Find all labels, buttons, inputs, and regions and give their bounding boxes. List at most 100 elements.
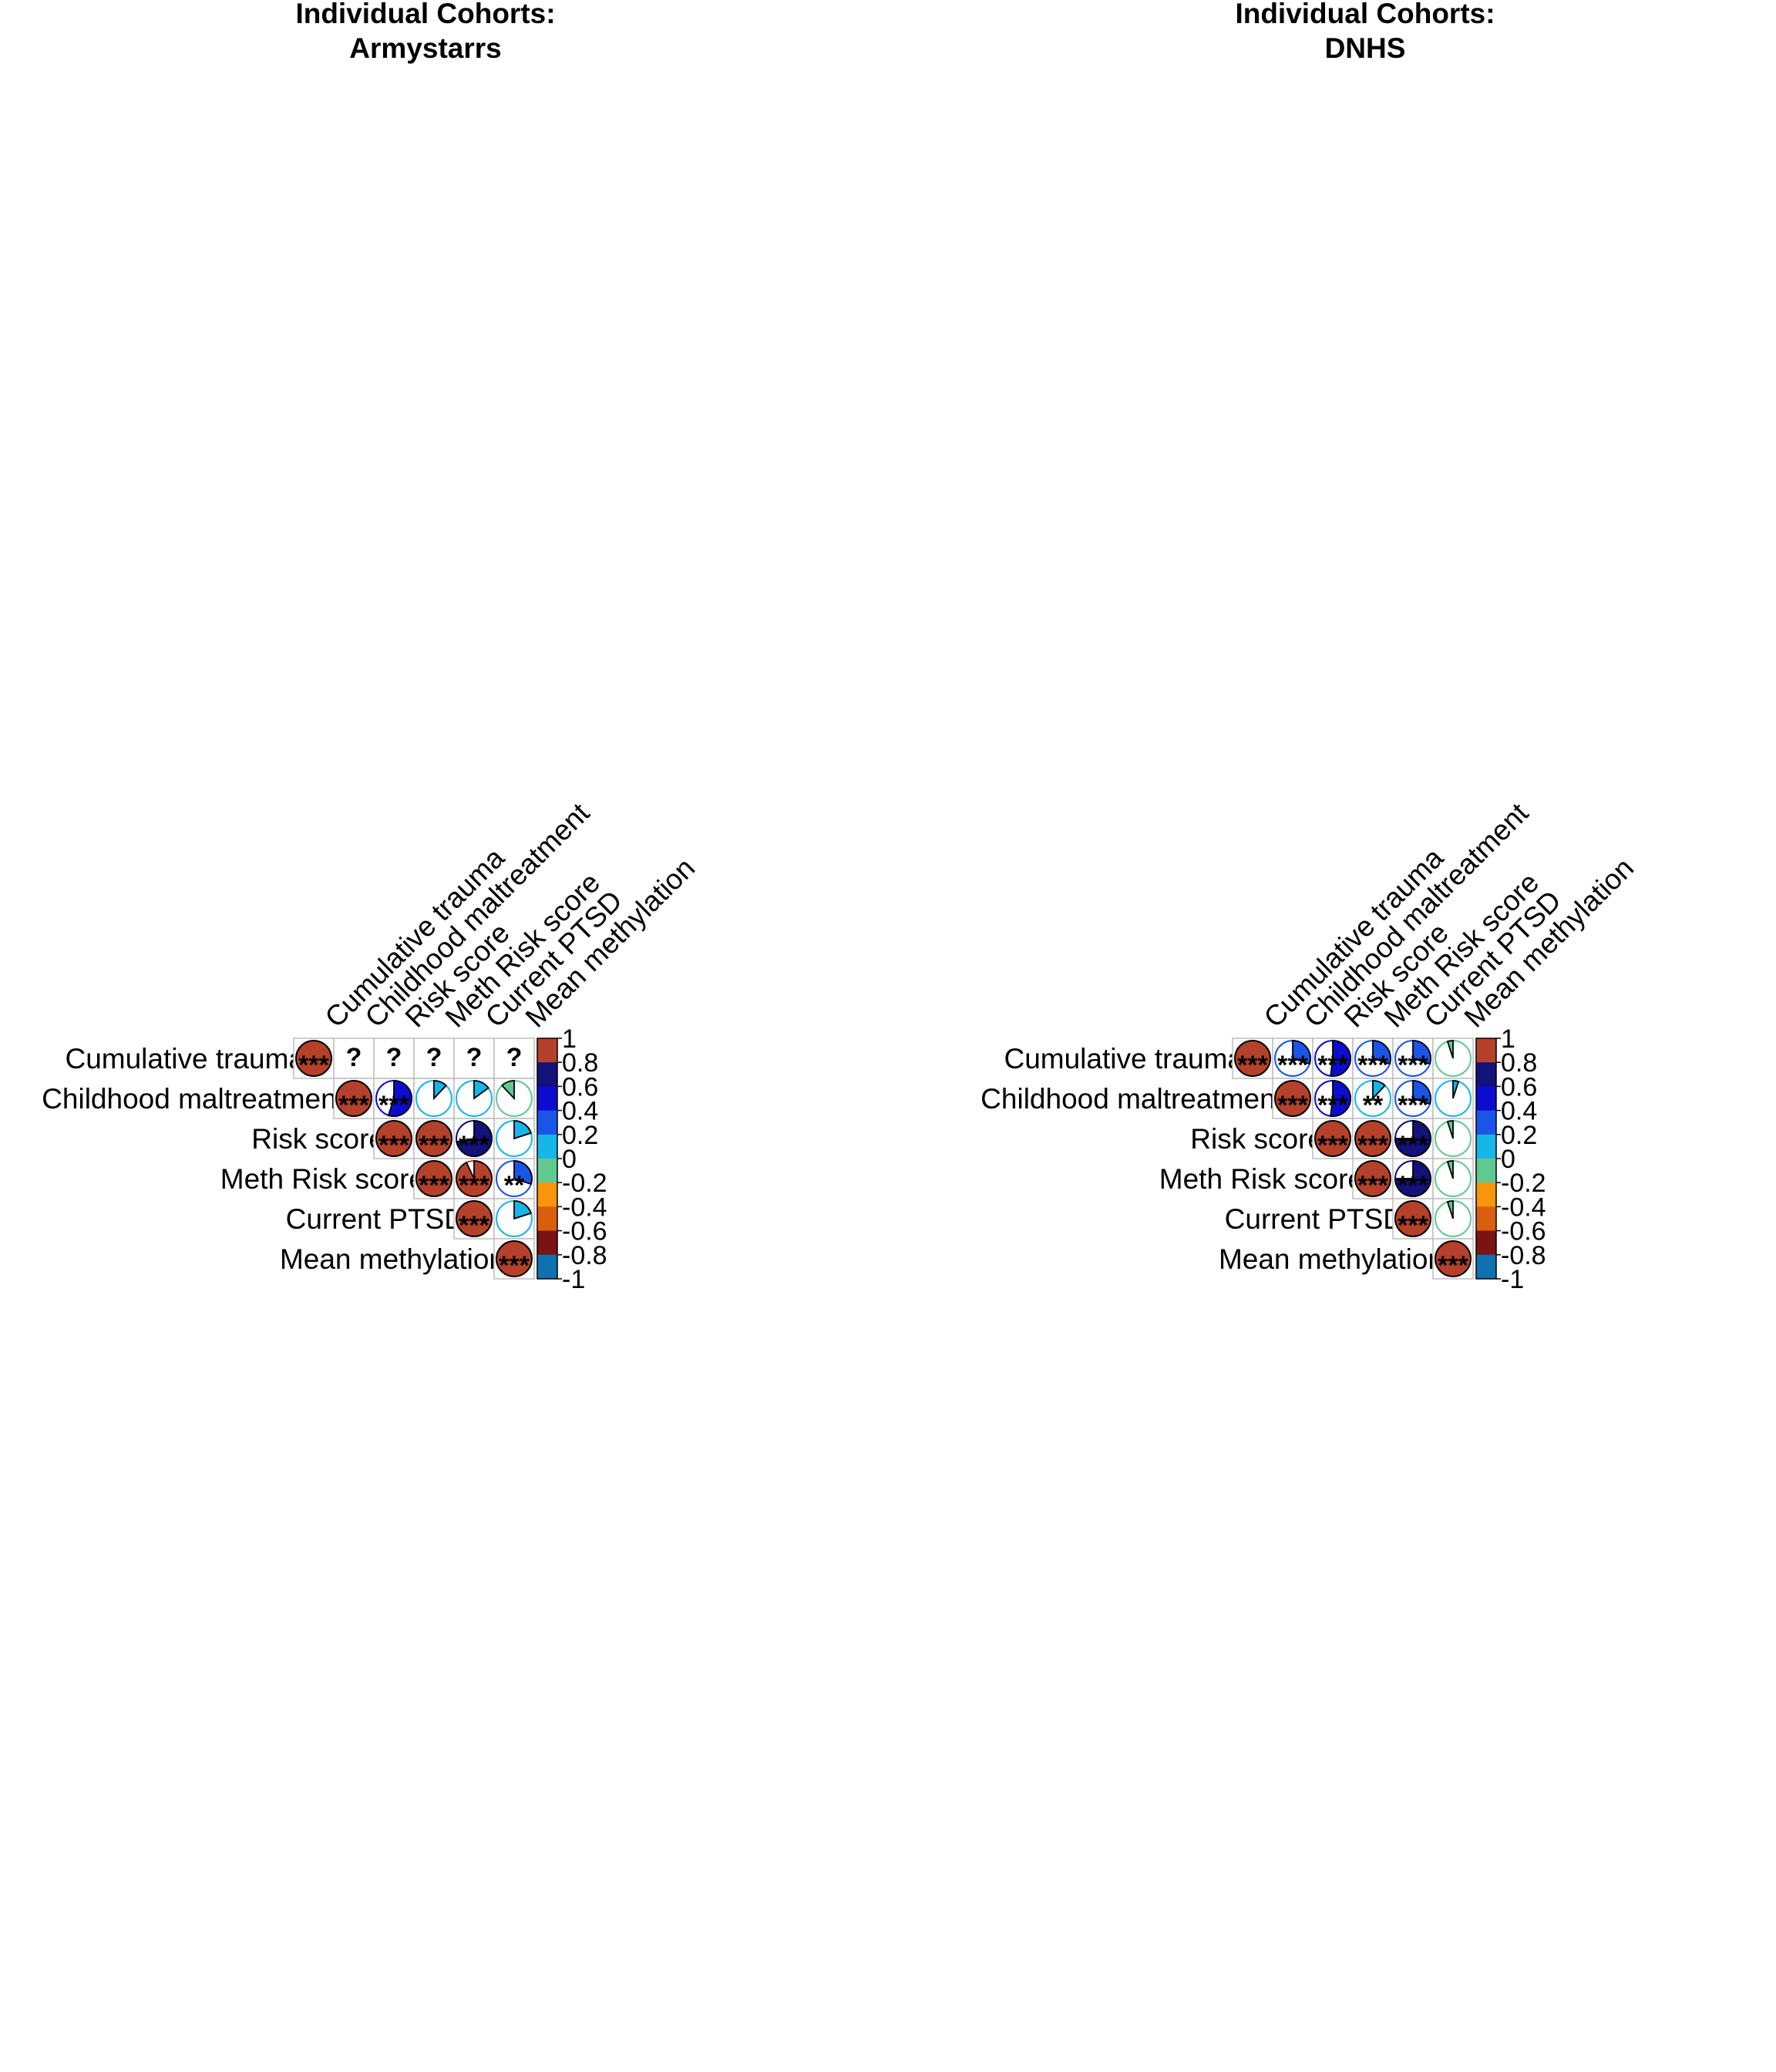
row-label: Cumulative trauma: [65, 1043, 304, 1075]
significance-label: ***: [459, 1171, 489, 1200]
correlation-pie: [335, 1080, 372, 1117]
colorbar-segment: [1476, 1159, 1496, 1183]
correlation-pie: [1354, 1120, 1391, 1157]
row-label: Risk score: [1190, 1123, 1324, 1155]
significance-label: ***: [1277, 1051, 1308, 1080]
correlation-pie: [1435, 1240, 1472, 1277]
correlation-pie: [496, 1240, 533, 1277]
colorbar-segment: [537, 1038, 557, 1063]
significance-label: ***: [1357, 1051, 1388, 1080]
colorbar-tick-label: 1: [562, 1024, 577, 1054]
significance-label: ***: [1237, 1051, 1268, 1080]
grid-cell: [413, 1038, 455, 1079]
colorbar-segment: [1476, 1110, 1496, 1135]
colorbar-tick-label: 0.2: [1501, 1121, 1537, 1150]
significance-label: ***: [419, 1171, 449, 1200]
colorbar-tick-label: -0.4: [562, 1192, 607, 1222]
correlation-pie-slice: [1446, 1040, 1454, 1059]
row-label: Meth Risk score: [220, 1163, 425, 1195]
colorbar-tick-label: 0.6: [562, 1072, 598, 1102]
significance-label: ***: [1438, 1251, 1468, 1280]
colorbar-segment: [1476, 1182, 1496, 1207]
colorbar-segment: [1476, 1206, 1496, 1232]
correlation-pie: [295, 1040, 332, 1077]
significance-label: ***: [1277, 1091, 1308, 1120]
colorbar-tick-label: 0: [1501, 1145, 1515, 1174]
row-label: Mean methylation: [1219, 1243, 1444, 1275]
significance-label: **: [504, 1171, 525, 1200]
significance-label: ***: [1398, 1091, 1428, 1120]
correlation-pie-slice: [1446, 1200, 1454, 1219]
significance-label: **: [1363, 1091, 1384, 1120]
correlation-pie: [1234, 1040, 1271, 1077]
row-label: Meth Risk score: [1159, 1163, 1364, 1195]
correlation-pie-slice: [513, 1200, 533, 1220]
colorbar-segment: [1476, 1134, 1496, 1159]
significance-label: ?: [386, 1043, 402, 1072]
significance-label: ***: [1357, 1171, 1388, 1200]
significance-label: ***: [459, 1131, 489, 1160]
correlation-pie: [1394, 1200, 1431, 1237]
row-label: Cumulative trauma: [1004, 1043, 1243, 1075]
colorbar-segment: [1476, 1038, 1496, 1063]
panel-dnhs: Individual Cohorts: DNHS Cumulative trau…: [980, 0, 1640, 1294]
correlation-pie-slice: [1372, 1080, 1387, 1101]
correlation-pie-slice: [1394, 1120, 1431, 1157]
correlation-pie-slice: [433, 1080, 448, 1101]
colorbar-segment: [537, 1230, 557, 1256]
colorbar-tick-label: -0.4: [1501, 1192, 1546, 1222]
significance-label: ***: [298, 1051, 329, 1080]
significance-label: ***: [459, 1211, 489, 1240]
colorbar-segment: [537, 1134, 557, 1159]
colorbar-segment: [1476, 1062, 1496, 1087]
significance-label: ***: [1398, 1171, 1428, 1200]
correlation-pie-slice: [1446, 1120, 1454, 1139]
correlation-pie-slice: [1292, 1040, 1311, 1065]
significance-label: ***: [338, 1091, 369, 1120]
row-label: Current PTSD: [1225, 1203, 1404, 1235]
colorbar-tick-label: 0.6: [1501, 1072, 1537, 1102]
correlation-pie-slice: [1412, 1080, 1431, 1105]
row-label: Childhood maltreatment: [980, 1083, 1284, 1115]
colorbar-segment: [1476, 1254, 1496, 1280]
significance-label: ***: [1398, 1211, 1428, 1240]
significance-label: ***: [1357, 1131, 1388, 1160]
significance-label: ***: [1398, 1131, 1428, 1160]
colorbar-tick-label: 1: [1501, 1024, 1515, 1054]
correlation-pie: [415, 1120, 452, 1157]
correlation-pie-slice: [1446, 1160, 1454, 1179]
correlation-pie-slice: [387, 1080, 412, 1117]
colorbar-segment: [537, 1062, 557, 1087]
significance-label: ***: [1317, 1091, 1348, 1120]
significance-label: ***: [499, 1251, 530, 1280]
correlation-pie: [456, 1200, 493, 1237]
correlation-pie: [375, 1120, 412, 1157]
colorbar-segment: [537, 1086, 557, 1112]
significance-label: ?: [506, 1043, 523, 1072]
correlation-pie-slice: [513, 1160, 533, 1186]
significance-label: ?: [346, 1043, 362, 1072]
row-label: Mean methylation: [280, 1243, 505, 1275]
significance-label: ?: [466, 1043, 483, 1072]
row-label: Current PTSD: [286, 1203, 465, 1235]
correlation-pie-slice: [1330, 1080, 1351, 1117]
colorbar-tick-label: -1: [562, 1265, 585, 1294]
colorbar-tick-label: 0.2: [562, 1121, 598, 1150]
colorbar-segment: [537, 1110, 557, 1135]
correlation-pie-slice: [513, 1120, 533, 1140]
correlation-pie-slice: [473, 1080, 489, 1100]
correlation-pie: [1354, 1160, 1391, 1197]
panel-title-line1: Individual Cohorts:: [1235, 0, 1495, 29]
colorbar-tick-label: 0.8: [1501, 1048, 1537, 1078]
correlation-pie-slice: [1330, 1040, 1351, 1077]
colorbar-segment: [537, 1254, 557, 1280]
colorbar-segment: [537, 1182, 557, 1207]
correlation-pie-slice: [456, 1120, 493, 1157]
significance-label: ***: [378, 1131, 409, 1160]
correlation-pie-slice: [1394, 1160, 1431, 1197]
significance-label: ***: [419, 1131, 449, 1160]
significance-label: ***: [1398, 1051, 1428, 1080]
